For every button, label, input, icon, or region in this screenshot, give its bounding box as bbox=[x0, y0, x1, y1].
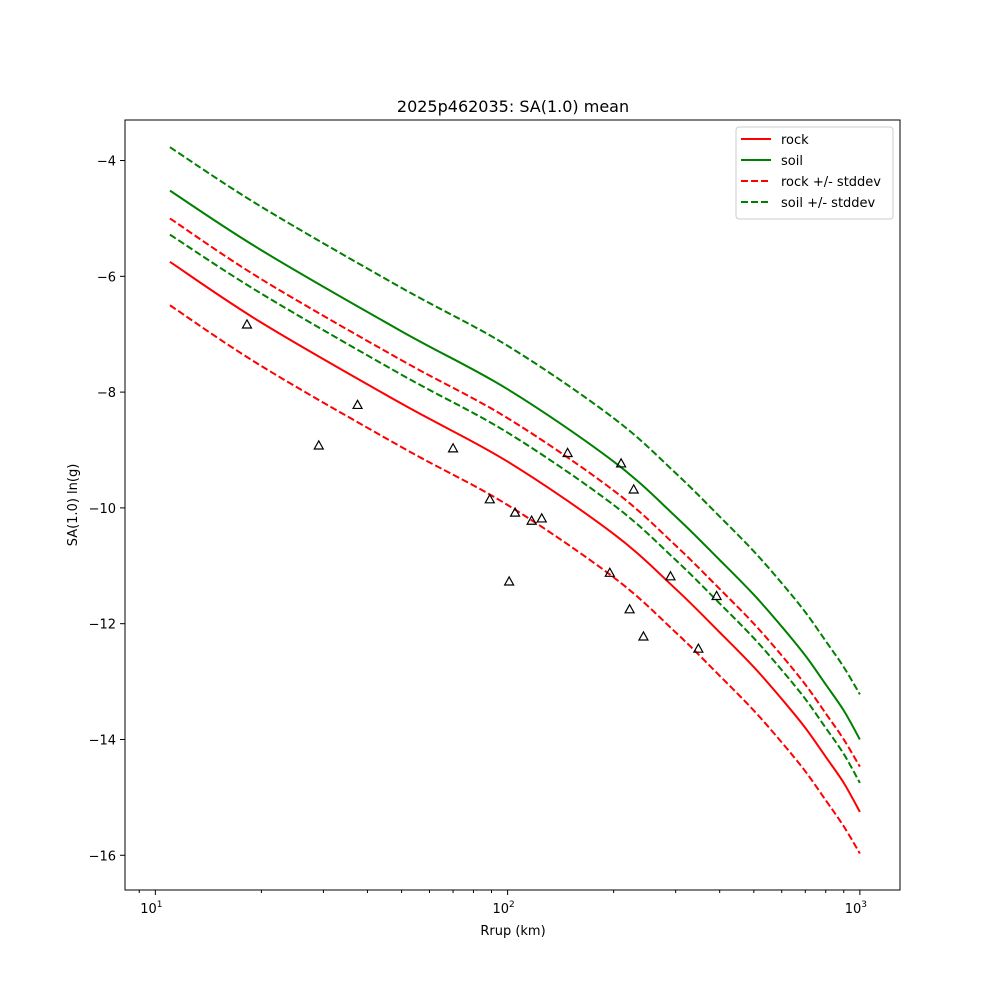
series-line-2 bbox=[169, 217, 861, 768]
observations-layer bbox=[241, 318, 723, 653]
observation-point bbox=[692, 642, 704, 653]
y-tick-label: −6 bbox=[97, 270, 116, 285]
observation-point bbox=[637, 630, 649, 641]
series-layer bbox=[169, 146, 861, 855]
series-line-4 bbox=[169, 146, 861, 695]
x-axis-label: Rrup (km) bbox=[480, 924, 545, 939]
observation-point bbox=[503, 575, 515, 586]
observation-point bbox=[352, 399, 364, 410]
observation-point bbox=[562, 447, 574, 458]
legend-box bbox=[735, 126, 894, 220]
chart-title: 2025p462035: SA(1.0) mean bbox=[397, 97, 629, 116]
observation-point bbox=[664, 570, 677, 581]
observation-point bbox=[484, 493, 496, 504]
series-line-0 bbox=[169, 261, 861, 813]
y-tick-label: −12 bbox=[89, 618, 116, 633]
series-line-3 bbox=[169, 304, 861, 855]
y-tick-label: −10 bbox=[89, 502, 116, 517]
observation-point bbox=[628, 483, 640, 494]
observation-point bbox=[624, 603, 636, 614]
y-tick-label: −4 bbox=[97, 155, 116, 170]
legend: rock soil rock +/- stddev soil +/- stddev bbox=[735, 126, 894, 220]
observation-point bbox=[526, 514, 538, 525]
observation-point bbox=[509, 506, 521, 517]
observation-point bbox=[241, 318, 253, 329]
series-line-5 bbox=[169, 233, 861, 784]
y-tick-label: −16 bbox=[89, 849, 116, 864]
plot-area-frame bbox=[124, 119, 901, 891]
legend-label: rock bbox=[781, 133, 809, 148]
y-axis-label: SA(1.0) ln(g) bbox=[66, 464, 81, 547]
observation-point bbox=[447, 442, 459, 453]
observation-point bbox=[615, 457, 627, 468]
observation-point bbox=[711, 590, 723, 601]
legend-label: rock +/- stddev bbox=[781, 175, 881, 190]
y-axis: −4 −6 −8 −10 −12 −14 −16 bbox=[89, 155, 125, 864]
series-line-1 bbox=[169, 189, 861, 740]
observation-point bbox=[604, 567, 616, 577]
legend-label: soil +/- stddev bbox=[781, 196, 876, 211]
legend-label: soil bbox=[781, 154, 803, 169]
observation-point bbox=[313, 439, 325, 450]
y-tick-label: −8 bbox=[97, 386, 116, 401]
y-tick-label: −14 bbox=[89, 733, 116, 748]
observation-point bbox=[536, 512, 548, 523]
